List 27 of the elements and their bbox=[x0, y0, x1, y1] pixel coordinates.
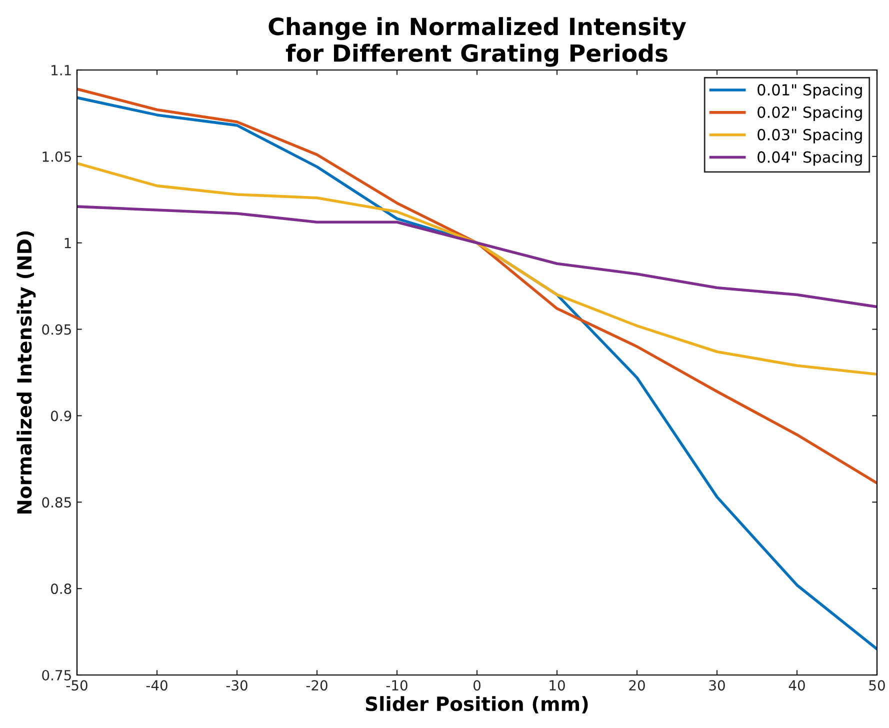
x-tick-label: 40 bbox=[788, 680, 805, 691]
y-tick-label: 0.9 bbox=[50, 410, 72, 422]
x-tick-label: -40 bbox=[146, 680, 168, 691]
chart-title: Change in Normalized Intensity for Different Grating Periods bbox=[268, 17, 686, 67]
y-tick-label: 1.1 bbox=[52, 65, 71, 76]
legend-label: 0.02" Spacing bbox=[758, 106, 862, 121]
x-tick-label: -50 bbox=[66, 680, 88, 691]
y-tick-label: 1.05 bbox=[42, 151, 71, 162]
line-series bbox=[77, 205, 877, 308]
y-tick-label: 0.85 bbox=[42, 497, 71, 508]
y-axis-title: Normalized Intensity (ND) bbox=[16, 231, 36, 514]
x-tick-label: -30 bbox=[226, 680, 248, 691]
x-tick-label: 20 bbox=[629, 680, 645, 691]
x-tick-label: -20 bbox=[306, 680, 328, 691]
y-tick-label: 0.95 bbox=[42, 324, 71, 335]
y-tick-label: 0.8 bbox=[50, 584, 72, 594]
legend-label: 0.04" Spacing bbox=[758, 151, 862, 166]
x-tick-label: 10 bbox=[550, 680, 565, 691]
legend-label: 0.01" Spacing bbox=[758, 84, 862, 99]
y-tick-label: 0.75 bbox=[42, 670, 71, 680]
x-tick-label: -10 bbox=[386, 680, 408, 691]
x-tick-label: 30 bbox=[709, 680, 725, 691]
legend-label: 0.03" Spacing bbox=[758, 128, 862, 144]
x-tick-label: 0 bbox=[473, 680, 480, 691]
x-axis-title: Slider Position (mm) bbox=[366, 696, 588, 714]
y-tick-label: 1 bbox=[64, 238, 71, 248]
x-tick-label: 50 bbox=[869, 680, 885, 691]
